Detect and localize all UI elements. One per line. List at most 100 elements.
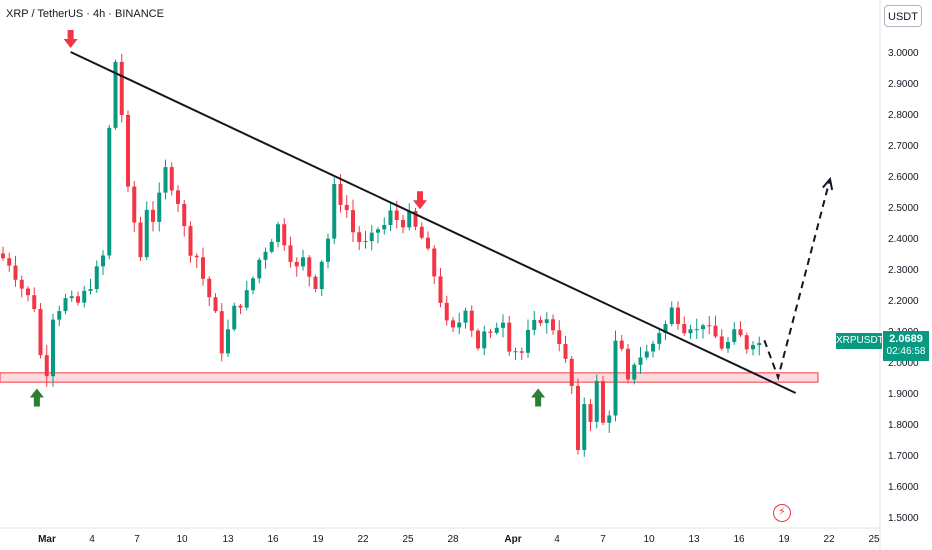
candle-body: [726, 341, 730, 349]
candle-body: [38, 309, 43, 356]
candle-body: [219, 311, 224, 354]
candle-body: [282, 224, 287, 246]
time-tick-label: 7: [134, 534, 140, 545]
candle-body: [401, 220, 405, 228]
candle-body: [582, 404, 587, 450]
candle-body: [244, 290, 249, 308]
candle-body: [663, 324, 668, 334]
time-axis[interactable]: Mar 4 7 10 13 16 19 22 25 28 Apr 4 7 10 13 16 19 22 25: [38, 534, 880, 545]
candle-body: [688, 329, 693, 334]
price-tick-label: 2.8000: [888, 110, 919, 121]
candle-body: [76, 296, 80, 303]
candle-body: [369, 232, 374, 242]
lightning-icon[interactable]: ⚡: [773, 504, 791, 522]
projection-arrowhead: [822, 176, 834, 191]
candle-body: [257, 259, 262, 279]
candle-body: [494, 327, 499, 333]
candle-body: [101, 255, 105, 267]
time-tick-label: 10: [643, 534, 655, 545]
time-tick-label: 25: [868, 534, 880, 545]
candle-body: [251, 278, 255, 291]
projection-path: [763, 176, 834, 381]
candle-body: [619, 340, 624, 349]
symbol-label: XRPUSDT: [836, 333, 884, 349]
candle-body: [326, 238, 330, 262]
markers: [29, 30, 546, 407]
candle-body: [469, 310, 474, 331]
price-tick-label: 3.0000: [888, 48, 919, 59]
candle-body: [132, 186, 137, 223]
candle-body: [501, 322, 505, 328]
candle-body: [676, 307, 680, 325]
candle-body: [626, 348, 630, 380]
candle-body: [69, 296, 74, 299]
candle-body: [476, 330, 480, 349]
time-tick-label: 25: [402, 534, 414, 545]
price-tick-label: 2.9000: [888, 79, 919, 90]
candle-body: [438, 276, 443, 303]
candle-body: [119, 61, 124, 115]
candle-body: [507, 322, 512, 352]
candle-body: [526, 329, 530, 353]
candle-body: [238, 305, 243, 308]
candle-body: [7, 258, 12, 266]
price-tick-label: 2.4000: [888, 234, 919, 245]
candle-body: [288, 245, 293, 262]
time-tick-label: 16: [733, 534, 745, 545]
price-tick-label: 2.0000: [888, 358, 919, 369]
candle-body: [651, 343, 655, 352]
trendline-line: [70, 51, 797, 394]
candle-body: [513, 351, 518, 353]
candle-body: [482, 331, 487, 349]
candle-body: [88, 289, 93, 291]
time-tick-label: 7: [600, 534, 606, 545]
candle-body: [607, 415, 612, 423]
price-tick-label: 1.9000: [888, 389, 919, 400]
candle-body: [144, 209, 149, 258]
price-axis[interactable]: 3.0000 2.9000 2.8000 2.7000 2.6000 2.5000 2.40…: [888, 48, 919, 524]
candle-body: [363, 241, 368, 243]
time-tick-label: 19: [312, 534, 324, 545]
candle-body: [107, 127, 112, 256]
candles: [1, 53, 762, 457]
candle-body: [263, 251, 268, 260]
price-tick-label: 2.5000: [888, 203, 919, 214]
candle-body: [701, 325, 705, 330]
time-tick-label: 22: [357, 534, 369, 545]
candle-body: [201, 257, 205, 279]
candle-body: [232, 305, 237, 330]
candle-body: [757, 343, 762, 346]
candle-body: [532, 319, 537, 330]
price-tick-label: 2.7000: [888, 141, 919, 152]
time-tick-label: Mar: [38, 534, 56, 545]
time-tick-label: 13: [688, 534, 700, 545]
candle-body: [44, 355, 49, 377]
time-tick-label: 22: [823, 534, 835, 545]
candle-body: [157, 192, 162, 222]
candle-body: [538, 319, 543, 324]
time-tick-label: 4: [89, 534, 95, 545]
candle-body: [163, 167, 168, 193]
currency-button[interactable]: USDT: [884, 5, 922, 27]
candle-body: [657, 333, 662, 344]
candle-body: [338, 183, 343, 205]
candle-body: [319, 261, 324, 290]
candle-body: [51, 319, 55, 377]
candle-body: [82, 290, 87, 303]
candle-body: [388, 210, 393, 226]
candle-body: [176, 190, 180, 204]
time-tick-label: 16: [267, 534, 279, 545]
price-tick-label: 2.3000: [888, 265, 919, 276]
candle-body: [419, 226, 424, 238]
chart-title: XRP / TetherUS · 4h · BINANCE: [6, 8, 164, 20]
candle-body: [413, 210, 418, 227]
price-tick-label: 2.6000: [888, 172, 919, 183]
candle-body: [738, 329, 743, 336]
up-arrow-icon: [29, 388, 44, 407]
candle-body: [32, 295, 37, 310]
candle-body: [426, 237, 430, 249]
candle-body: [432, 248, 437, 277]
price-tick-label: 1.7000: [888, 451, 919, 462]
candle-body: [26, 288, 30, 296]
